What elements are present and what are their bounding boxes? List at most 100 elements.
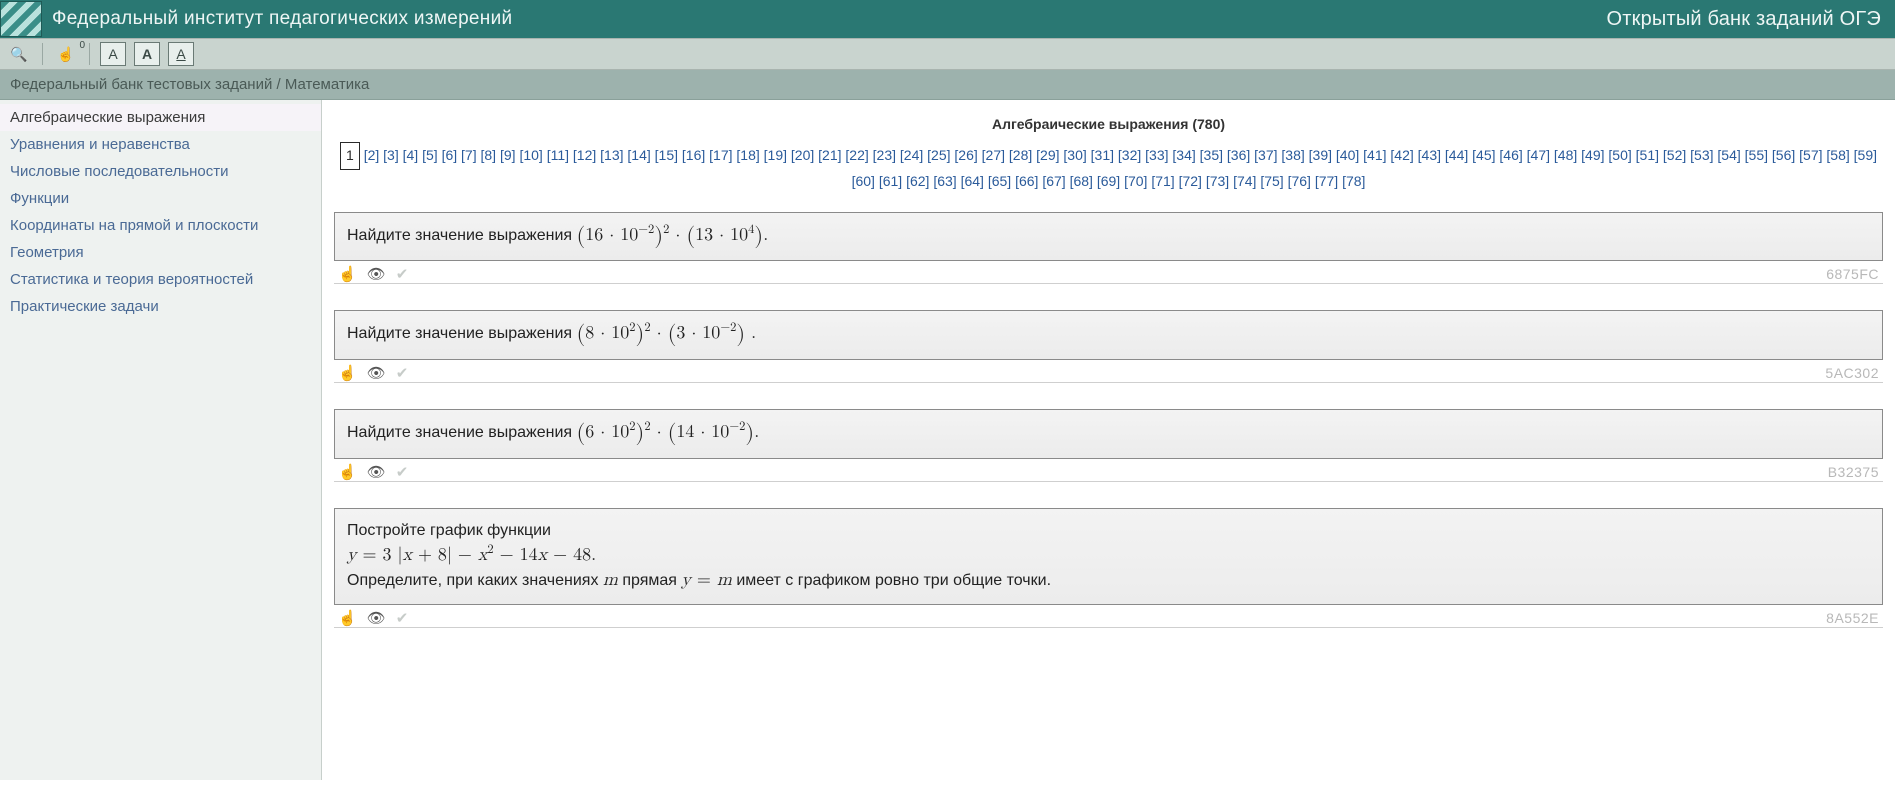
task-view-icon[interactable]: 👁 <box>367 364 386 382</box>
pager-page-34[interactable]: [34] <box>1172 147 1195 163</box>
pager-page-49[interactable]: [49] <box>1581 147 1604 163</box>
pager-page-31[interactable]: [31] <box>1091 147 1114 163</box>
task-select-icon[interactable]: ☝ <box>338 609 357 627</box>
pager-page-48[interactable]: [48] <box>1554 147 1577 163</box>
pager-page-5[interactable]: [5] <box>422 147 438 163</box>
pager-page-28[interactable]: [28] <box>1009 147 1032 163</box>
pager-page-6[interactable]: [6] <box>442 147 458 163</box>
pager-page-19[interactable]: [19] <box>764 147 787 163</box>
pager-page-13[interactable]: [13] <box>600 147 623 163</box>
pager-page-64[interactable]: [64] <box>961 173 984 189</box>
pager-page-14[interactable]: [14] <box>627 147 650 163</box>
sidebar-item-7[interactable]: Практические задачи <box>0 293 321 320</box>
pager-page-77[interactable]: [77] <box>1315 173 1338 189</box>
task-view-icon[interactable]: 👁 <box>367 609 386 627</box>
pager-page-39[interactable]: [39] <box>1309 147 1332 163</box>
sidebar-item-3[interactable]: Функции <box>0 185 321 212</box>
pager-page-25[interactable]: [25] <box>927 147 950 163</box>
sidebar-item-2[interactable]: Числовые последовательности <box>0 158 321 185</box>
sidebar-item-5[interactable]: Геометрия <box>0 239 321 266</box>
pager-page-57[interactable]: [57] <box>1799 147 1822 163</box>
pager-page-72[interactable]: [72] <box>1179 173 1202 189</box>
pager-page-41[interactable]: [41] <box>1363 147 1386 163</box>
pager-page-53[interactable]: [53] <box>1690 147 1713 163</box>
pager-page-69[interactable]: [69] <box>1097 173 1120 189</box>
pager-page-45[interactable]: [45] <box>1472 147 1495 163</box>
pager-page-7[interactable]: [7] <box>461 147 477 163</box>
pager-page-16[interactable]: [16] <box>682 147 705 163</box>
pager-page-61[interactable]: [61] <box>879 173 902 189</box>
pager-page-8[interactable]: [8] <box>481 147 497 163</box>
task-check-icon[interactable]: ✔ <box>396 265 409 283</box>
pager-page-20[interactable]: [20] <box>791 147 814 163</box>
pager-page-26[interactable]: [26] <box>954 147 977 163</box>
pager-page-22[interactable]: [22] <box>845 147 868 163</box>
pager-page-76[interactable]: [76] <box>1288 173 1311 189</box>
pager-page-74[interactable]: [74] <box>1233 173 1256 189</box>
font-size-normal-button[interactable]: A <box>100 42 126 66</box>
pager-page-73[interactable]: [73] <box>1206 173 1229 189</box>
task-select-icon[interactable]: ☝ <box>338 463 357 481</box>
pager-page-2[interactable]: [2] <box>364 147 380 163</box>
pager-page-71[interactable]: [71] <box>1151 173 1174 189</box>
pager-page-47[interactable]: [47] <box>1527 147 1550 163</box>
pager-page-10[interactable]: [10] <box>519 147 542 163</box>
search-icon[interactable]: 🔍 <box>6 42 32 66</box>
pager-page-55[interactable]: [55] <box>1745 147 1768 163</box>
pager-page-75[interactable]: [75] <box>1260 173 1283 189</box>
pager-page-33[interactable]: [33] <box>1145 147 1168 163</box>
pager-page-65[interactable]: [65] <box>988 173 1011 189</box>
pager-page-78[interactable]: [78] <box>1342 173 1365 189</box>
pager-page-51[interactable]: [51] <box>1636 147 1659 163</box>
selection-hand-icon[interactable]: ☝ 0 <box>53 42 79 66</box>
pager-page-58[interactable]: [58] <box>1826 147 1849 163</box>
pager-page-36[interactable]: [36] <box>1227 147 1250 163</box>
font-size-bold-button[interactable]: A <box>134 42 160 66</box>
pager-page-30[interactable]: [30] <box>1063 147 1086 163</box>
pager-page-15[interactable]: [15] <box>655 147 678 163</box>
pager-page-38[interactable]: [38] <box>1281 147 1304 163</box>
pager-page-67[interactable]: [67] <box>1042 173 1065 189</box>
pager-page-32[interactable]: [32] <box>1118 147 1141 163</box>
task-select-icon[interactable]: ☝ <box>338 364 357 382</box>
pager-page-63[interactable]: [63] <box>933 173 956 189</box>
pager-page-50[interactable]: [50] <box>1608 147 1631 163</box>
task-check-icon[interactable]: ✔ <box>396 364 409 382</box>
pager-page-37[interactable]: [37] <box>1254 147 1277 163</box>
sidebar-item-6[interactable]: Статистика и теория вероятностей <box>0 266 321 293</box>
pager-page-46[interactable]: [46] <box>1499 147 1522 163</box>
pager-page-18[interactable]: [18] <box>736 147 759 163</box>
pager-page-11[interactable]: [11] <box>547 147 569 163</box>
pager-page-59[interactable]: [59] <box>1854 147 1877 163</box>
font-size-underline-button[interactable]: A <box>168 42 194 66</box>
task-view-icon[interactable]: 👁 <box>367 463 386 481</box>
sidebar-item-4[interactable]: Координаты на прямой и плоскости <box>0 212 321 239</box>
pager-page-3[interactable]: [3] <box>383 147 399 163</box>
pager-page-62[interactable]: [62] <box>906 173 929 189</box>
pager-page-44[interactable]: [44] <box>1445 147 1468 163</box>
pager-page-17[interactable]: [17] <box>709 147 732 163</box>
pager-page-24[interactable]: [24] <box>900 147 923 163</box>
pager-page-9[interactable]: [9] <box>500 147 516 163</box>
pager-page-35[interactable]: [35] <box>1200 147 1223 163</box>
pager-page-12[interactable]: [12] <box>573 147 596 163</box>
pager-page-29[interactable]: [29] <box>1036 147 1059 163</box>
pager-page-56[interactable]: [56] <box>1772 147 1795 163</box>
sidebar-item-1[interactable]: Уравнения и неравенства <box>0 131 321 158</box>
pager-page-52[interactable]: [52] <box>1663 147 1686 163</box>
pager-page-40[interactable]: [40] <box>1336 147 1359 163</box>
pager-page-54[interactable]: [54] <box>1717 147 1740 163</box>
pager-page-60[interactable]: [60] <box>852 173 875 189</box>
task-view-icon[interactable]: 👁 <box>367 265 386 283</box>
task-check-icon[interactable]: ✔ <box>396 463 409 481</box>
pager-page-68[interactable]: [68] <box>1070 173 1093 189</box>
pager-page-42[interactable]: [42] <box>1390 147 1413 163</box>
pager-page-70[interactable]: [70] <box>1124 173 1147 189</box>
pager-page-4[interactable]: [4] <box>403 147 419 163</box>
task-check-icon[interactable]: ✔ <box>396 609 409 627</box>
task-select-icon[interactable]: ☝ <box>338 265 357 283</box>
pager-page-23[interactable]: [23] <box>873 147 896 163</box>
sidebar-item-0[interactable]: Алгебраические выражения <box>0 104 321 131</box>
pager-page-27[interactable]: [27] <box>982 147 1005 163</box>
pager-page-43[interactable]: [43] <box>1418 147 1441 163</box>
